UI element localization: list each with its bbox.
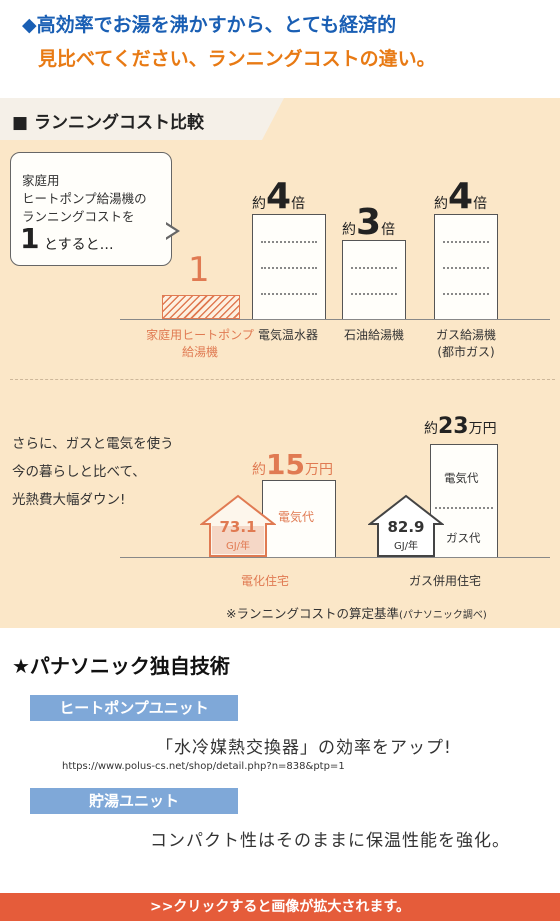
tech-label-heatpump: ヒートポンプユニット: [30, 695, 238, 721]
side-text-line3: 光熱費大幅ダウン!: [12, 492, 126, 508]
gas-house-cost: 約23万円: [424, 414, 497, 439]
section-tab: [0, 98, 284, 140]
subheadline: 見比べてください、ランニングコストの違い。: [38, 48, 436, 70]
gas-heater-label: ガス給湯機 (都市ガス): [435, 328, 496, 359]
bubble-line1: 家庭用: [22, 173, 60, 188]
bubble-suffix: とすると…: [44, 237, 114, 253]
bubble-line2: ヒートポンプ給湯機の: [22, 191, 147, 206]
gas-house-energy: 82.9: [387, 518, 425, 536]
electric-heater-multiplier: 約4倍: [252, 176, 306, 217]
electric-house-energy: 73.1: [219, 518, 257, 536]
gas-house-bar: [430, 444, 498, 558]
electric-house-label: 電化住宅: [240, 574, 289, 588]
gas-heater-bar: [434, 214, 498, 320]
enlarge-image-banner[interactable]: >>クリックすると画像が拡大されます。: [0, 893, 560, 921]
electric-heater-bar: [252, 214, 326, 320]
tech-label-storage: 貯湯ユニット: [30, 788, 238, 814]
footnote: ※ランニングコストの算定基準(パナソニック調べ): [226, 606, 487, 621]
gas-heater-multiplier: 約4倍: [434, 176, 488, 217]
side-text-line2: 今の暮らしと比べて、: [12, 464, 146, 480]
gas-house-label: ガス併用住宅: [408, 574, 481, 588]
oil-heater-bar: [342, 240, 406, 320]
tech-text-heatpump: 「水冷媒熱交換器」の効率をアップ!: [156, 738, 452, 758]
bubble-big-number: 1: [20, 222, 40, 255]
speech-bubble: [10, 152, 172, 266]
heatpump-value: 1: [188, 250, 210, 290]
heatpump-label: 家庭用ヒートポンプ 給湯機: [146, 328, 254, 359]
electric-house-energy-unit: GJ/年: [225, 541, 251, 552]
section-divider: [10, 379, 555, 380]
heatpump-bar: [162, 295, 240, 319]
electric-house-bar-label: 電気代: [278, 510, 315, 524]
electric-heater-label: 電気温水器: [257, 328, 318, 342]
chart-baseline-2: [120, 557, 550, 558]
house-icon: [368, 494, 444, 557]
gas-house-gas-label: ガス代: [446, 531, 481, 545]
section-title: ■ ランニングコスト比較: [12, 113, 204, 133]
gas-house-energy-unit: GJ/年: [393, 541, 419, 552]
electric-house-cost: 約15万円: [252, 448, 333, 481]
house-icon: [200, 494, 276, 557]
bubble-line3: ランニングコストを: [22, 209, 135, 224]
tech-title: ★パナソニック独自技術: [12, 654, 230, 678]
side-text-line1: さらに、ガスと電気を使う: [12, 436, 174, 452]
tech-text-storage: コンパクト性はそのままに保温性能を強化。: [150, 831, 510, 851]
gas-house-electric-label: 電気代: [444, 471, 479, 485]
oil-heater-multiplier: 約3倍: [342, 202, 396, 243]
chart-baseline: [120, 319, 550, 320]
source-link[interactable]: https://www.polus-cs.net/shop/detail.php…: [62, 761, 345, 772]
headline: ◆高効率でお湯を沸かすから、とても経済的: [22, 14, 397, 36]
oil-heater-label: 石油給湯機: [343, 328, 404, 342]
